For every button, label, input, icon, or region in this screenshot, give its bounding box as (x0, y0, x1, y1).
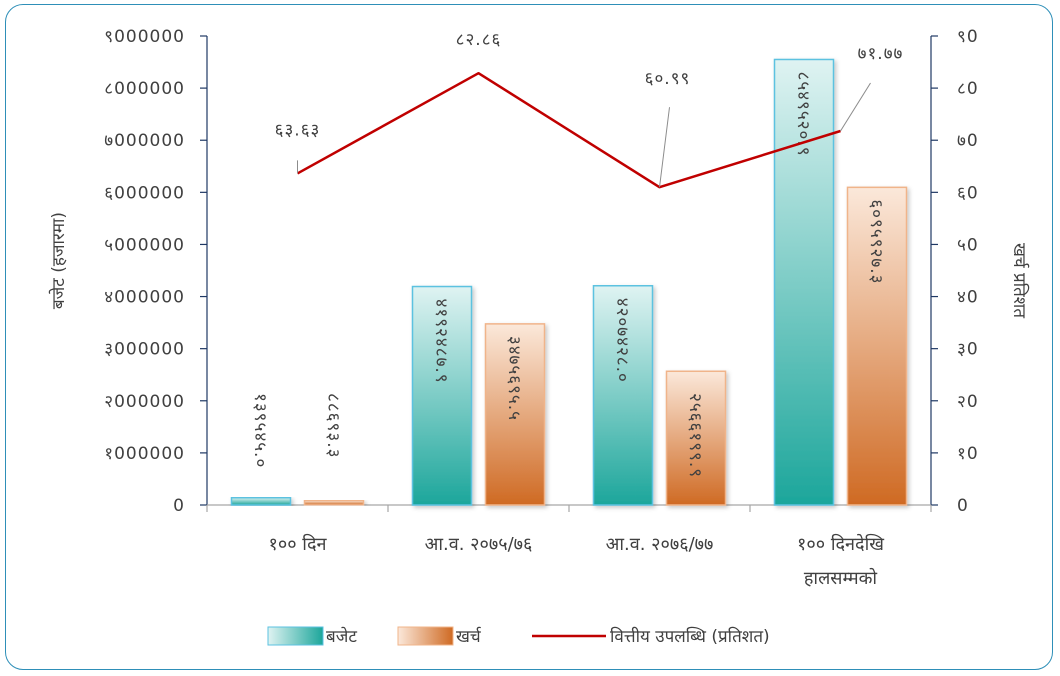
legend-swatch (267, 626, 324, 646)
right-axis-title: खर्च प्रतिशत (1009, 243, 1030, 318)
x-axis-category-label: हालसम्मको (804, 567, 878, 589)
bar-expense (665, 370, 727, 506)
right-axis-tick-label: ८0 (957, 79, 979, 99)
right-axis-tick-label: ७0 (957, 131, 979, 151)
data-label-leader (659, 107, 670, 188)
right-axis-tick-label: ६0 (957, 183, 979, 203)
legend: बजेट खर्च वित्तीय उपलब्धि (प्रतिशत) (267, 626, 770, 647)
right-axis-tick-label: ४0 (957, 288, 979, 308)
line-financial-progress (296, 71, 841, 189)
bar-expense (484, 323, 546, 506)
left-axis-tick-label: ४000000 (104, 288, 185, 308)
x-axis-category-label: आ.व. २०७५/७६ (425, 534, 533, 555)
left-axis-tick-label: २000000 (104, 392, 185, 412)
left-axis-tick-label: ८000000 (104, 79, 185, 99)
x-axis-category-label: आ.व. २०७६/७७ (606, 534, 714, 555)
bar-expense (303, 499, 365, 506)
left-axis-title: बजेट (हजारमा) (48, 212, 69, 309)
line-value-label: ६३.६३ (275, 120, 321, 140)
right-axis-tick-label: २0 (957, 392, 979, 412)
right-axis-tick-label: 0 (957, 496, 969, 516)
right-axis-tick-label: ३0 (957, 340, 979, 360)
bar-expense (846, 186, 908, 506)
legend-swatch (397, 626, 454, 646)
bar-value-label: ८५४९५२०.९ (793, 71, 813, 156)
bar-value-label: ४१९२४८७.९ (431, 299, 451, 384)
line-value-label: ६०.९९ (645, 69, 691, 89)
data-label-leader (840, 82, 871, 132)
left-axis-tick-label: ६000000 (104, 183, 185, 203)
left-axis-tick-label: ९000000 (104, 27, 185, 47)
legend-label: बजेट (326, 626, 357, 647)
bar-budget (773, 58, 835, 506)
left-axis-tick-label: ५000000 (104, 235, 185, 255)
left-axis-tick-label: 0 (173, 496, 185, 516)
bar-value-label: २५६६१९९.९ (685, 393, 705, 478)
bar-value-label: ४२०७४२८.० (612, 298, 632, 383)
left-axis-tick-label: ७000000 (104, 131, 185, 151)
left-axis-tick-label: ३000000 (104, 340, 185, 360)
right-axis-tick-label: ९0 (957, 27, 979, 47)
legend-label: खर्च (456, 626, 482, 647)
bar-budget (592, 284, 654, 506)
line-value-label: ८२.८६ (456, 30, 502, 50)
line-value-label: ७१.७७ (858, 44, 904, 64)
bar-value-label: ३४७५६९५.५ (504, 336, 524, 421)
bar-budget (230, 496, 292, 506)
bar-value-label: १३९५४५.० (250, 393, 270, 468)
chart-frame (5, 4, 1053, 670)
right-axis-tick-label: १0 (957, 444, 979, 464)
right-axis-tick-label: ५0 (957, 235, 979, 255)
x-axis-category-label: १०० दिनदेखि (797, 533, 884, 555)
bar-budget (411, 285, 473, 506)
bar-value-label: ६०९५९२७.३ (866, 199, 886, 284)
bar-value-label: ८८६९३.३ (323, 393, 343, 458)
left-axis-tick-label: १000000 (104, 444, 185, 464)
x-axis-category-label: १०० दिन (268, 533, 327, 555)
legend-label: वित्तीय उपलब्धि (प्रतिशत) (610, 626, 770, 647)
